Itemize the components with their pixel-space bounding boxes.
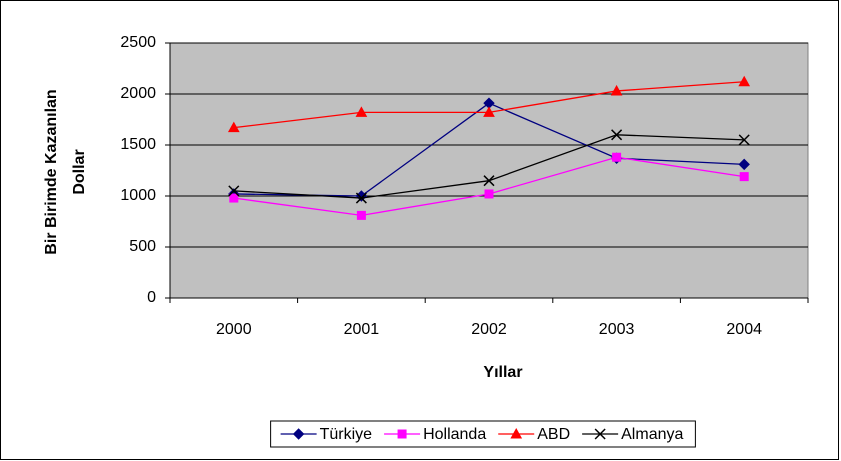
y-axis-label: Bir Birimde Kazanılan bbox=[43, 89, 60, 254]
data-point bbox=[611, 129, 623, 141]
data-point bbox=[610, 84, 623, 96]
data-point bbox=[356, 210, 366, 220]
y-tick-label: 0 bbox=[147, 289, 156, 306]
y-tick-label: 500 bbox=[129, 238, 156, 255]
y-tick-label: 1500 bbox=[120, 136, 156, 153]
data-point bbox=[227, 121, 240, 133]
legend-label: Türkiye bbox=[320, 426, 373, 443]
data-point bbox=[739, 172, 749, 182]
legend-label: ABD bbox=[537, 426, 570, 443]
data-point bbox=[355, 106, 368, 117]
data-point bbox=[738, 75, 751, 87]
data-point bbox=[228, 185, 240, 197]
legend-marker bbox=[397, 429, 407, 439]
legend-box bbox=[270, 420, 696, 448]
legend-label: Hollanda bbox=[423, 426, 486, 443]
y-tick-label: 2500 bbox=[120, 34, 156, 51]
y-tick-label: 1000 bbox=[120, 187, 156, 204]
data-point bbox=[229, 193, 239, 203]
data-point bbox=[483, 106, 495, 117]
data-point bbox=[483, 175, 495, 187]
data-point bbox=[612, 152, 622, 162]
y-axis-label: Dollar bbox=[71, 149, 88, 194]
data-point bbox=[484, 189, 494, 199]
x-tick-label: 2002 bbox=[471, 321, 507, 338]
x-axis-label: Yıllar bbox=[483, 364, 522, 381]
legend-marker bbox=[292, 428, 305, 440]
x-tick-label: 2004 bbox=[726, 321, 762, 338]
data-point bbox=[738, 158, 750, 171]
legend: Türkiye Hollanda ABD Almanya bbox=[270, 420, 696, 448]
legend-marker bbox=[510, 427, 523, 439]
data-point bbox=[738, 134, 750, 146]
y-tick-label: 2000 bbox=[120, 85, 156, 102]
data-point bbox=[355, 192, 367, 204]
legend-marker bbox=[594, 428, 606, 440]
x-tick-label: 2001 bbox=[344, 321, 380, 338]
x-tick-label: 2003 bbox=[599, 321, 635, 338]
plot-area bbox=[169, 42, 809, 299]
x-tick-label: 2000 bbox=[216, 321, 252, 338]
legend-label: Almanya bbox=[621, 426, 683, 443]
